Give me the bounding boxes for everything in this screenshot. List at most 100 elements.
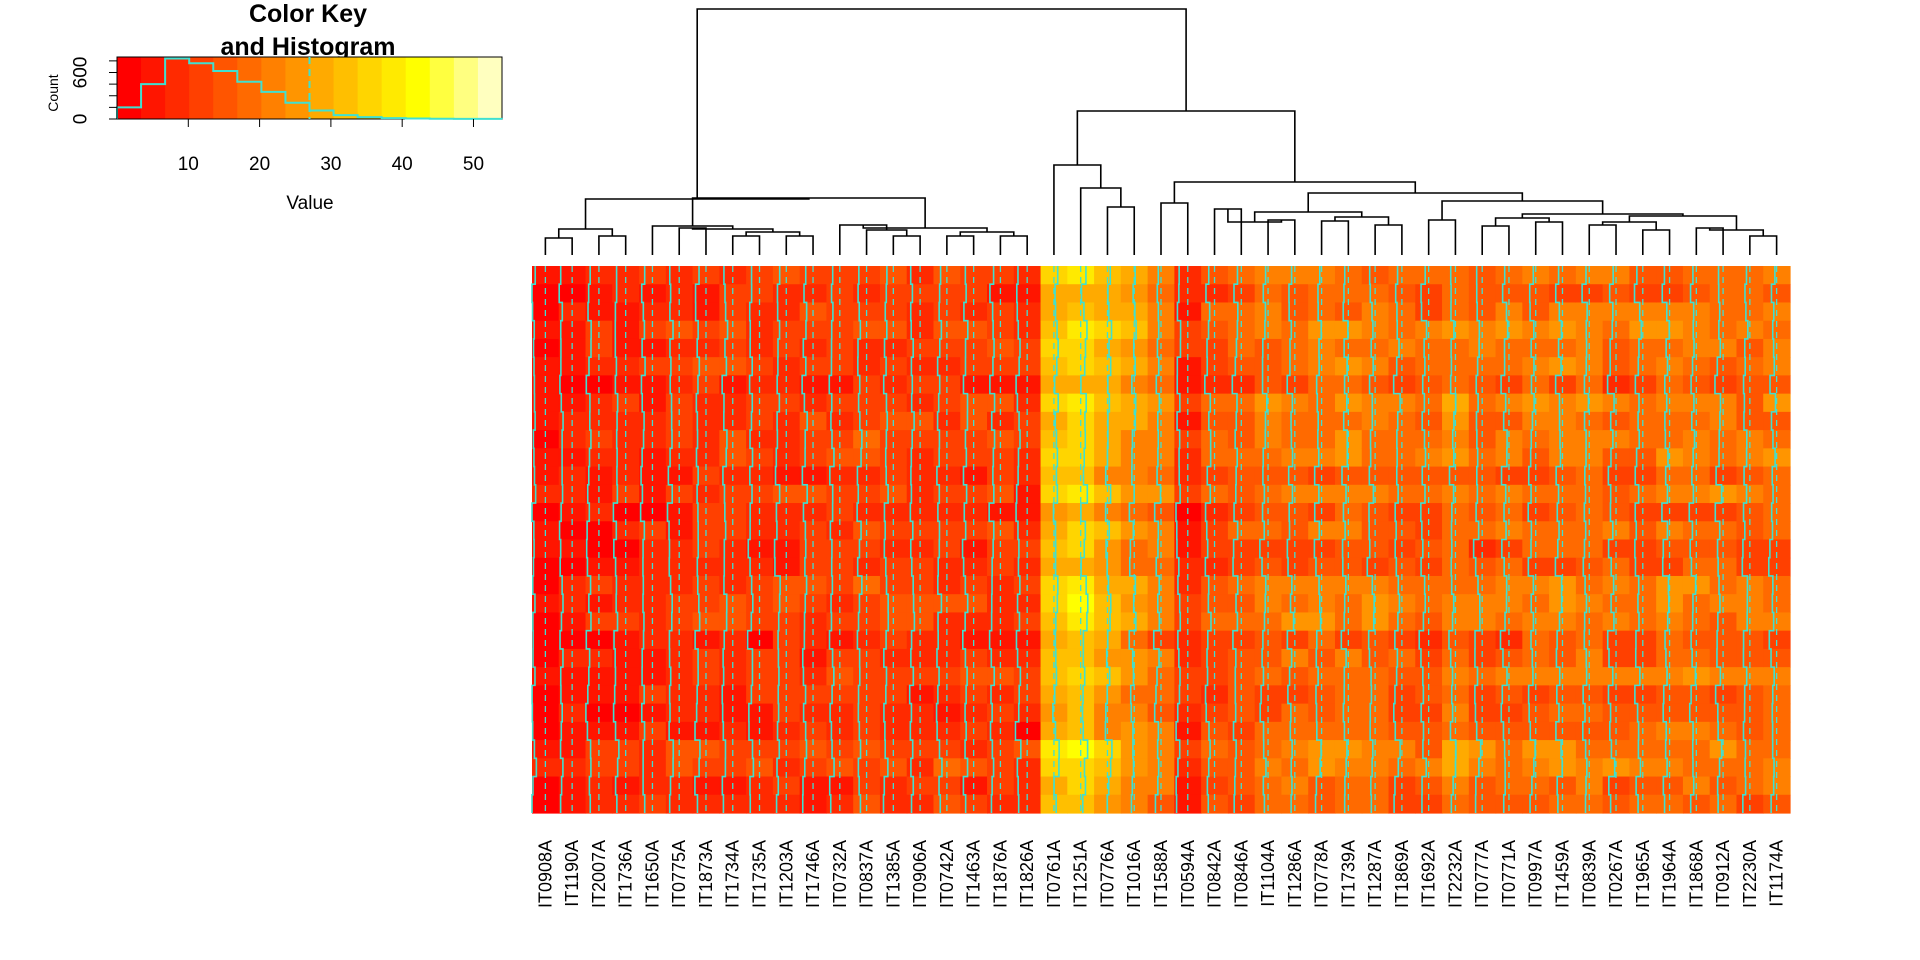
heatmap-cell (799, 594, 828, 614)
heatmap-cell (1468, 539, 1497, 559)
heatmap-cell (879, 484, 908, 504)
heatmap-cell (1709, 703, 1738, 723)
heatmap-cell (1040, 740, 1068, 759)
column-trace (1080, 266, 1089, 813)
heatmap-cell (1334, 794, 1363, 814)
heatmap-cell (1094, 740, 1122, 759)
heatmap-cell (1522, 539, 1550, 559)
heatmap-cell (1281, 430, 1309, 449)
heatmap-cell (1602, 794, 1631, 814)
color-key-x-tick-label: 50 (463, 154, 484, 175)
column-trace (1448, 266, 1457, 813)
color-key-swatch (309, 57, 335, 119)
heatmap-cell (987, 375, 1015, 395)
column-trace (1259, 266, 1268, 813)
heatmap-cell (1575, 758, 1604, 778)
heatmap-cell (1361, 484, 1390, 504)
heatmap-cell (532, 539, 560, 559)
heatmap-cell (1308, 648, 1336, 668)
heatmap-cell (933, 539, 961, 559)
color-key-xlabel: Value (286, 193, 333, 214)
heatmap-cell (558, 794, 587, 814)
color-key: Color Key and Histogram 10 20 30 40 50 0600 … (45, 0, 503, 214)
heatmap-cell (1040, 594, 1068, 614)
heatmap-cell (1254, 320, 1283, 340)
dendrogram-branch (892, 235, 921, 255)
heatmap-cell (558, 648, 587, 668)
heatmap-cell (719, 375, 747, 395)
heatmap-cell (532, 594, 560, 614)
heatmap-cell (906, 539, 935, 559)
heatmap-cell (1522, 430, 1550, 449)
heatmap-cell (1415, 484, 1443, 504)
heatmap-cell (532, 375, 560, 395)
heatmap-cell (1442, 375, 1470, 395)
column-trace (882, 266, 890, 813)
column-label: IT0842A (1205, 840, 1225, 908)
column-label: IT0777A (1472, 840, 1492, 908)
heatmap-cell (1549, 703, 1577, 723)
heatmap-cell (746, 430, 774, 449)
heatmap-cell (1094, 484, 1122, 504)
heatmap-cell (1602, 266, 1631, 285)
heatmap-cell (960, 430, 988, 449)
heatmap-cell (746, 539, 774, 559)
heatmap-cell (1388, 375, 1416, 395)
heatmap-cell (1495, 484, 1523, 504)
heatmap-cell (1495, 594, 1523, 614)
heatmap-cell (746, 320, 774, 340)
heatmap-cell (1575, 266, 1604, 285)
column-trace (585, 266, 592, 813)
heatmap-cell (1174, 539, 1202, 559)
heatmap-cell (1468, 758, 1497, 778)
heatmap-cell (1067, 758, 1095, 778)
trace-lines (531, 266, 1778, 813)
column-label: IT1016A (1124, 840, 1144, 908)
heatmap-cell (1094, 266, 1122, 285)
dendrogram-branch (678, 227, 707, 255)
heatmap-cell (585, 594, 613, 614)
heatmap-cell (1040, 648, 1068, 668)
heatmap-cell (853, 703, 881, 723)
column-label: IT0776A (1097, 840, 1117, 908)
heatmap-cell (1147, 266, 1175, 285)
heatmap-cell (1281, 539, 1309, 559)
heatmap-cell (1736, 703, 1764, 723)
column-trace (746, 266, 755, 813)
heatmap-cell (746, 794, 774, 814)
heatmap-cell (1094, 703, 1122, 723)
heatmap-cell (1308, 484, 1336, 504)
column-label: IT1868A (1686, 840, 1706, 908)
heatmap-cell (1415, 594, 1443, 614)
heatmap-cell (1094, 594, 1122, 614)
dendrogram-branch (1601, 221, 1657, 230)
heatmap-cell (1120, 685, 1149, 705)
heatmap-cell (826, 539, 854, 559)
heatmap-cell (1495, 703, 1523, 723)
column-trace (988, 266, 996, 813)
heatmap-cell (772, 758, 801, 778)
heatmap-cell (1361, 266, 1390, 285)
heatmap-cell (1388, 266, 1416, 285)
heatmap-cell (1388, 430, 1416, 449)
heatmap-cell (1281, 794, 1309, 814)
heatmap-cell (1442, 648, 1470, 668)
column-trace (1392, 266, 1401, 813)
color-key-swatch (117, 57, 142, 119)
heatmap-cell (1174, 648, 1202, 668)
heatmap-cell (1522, 648, 1550, 668)
heatmap-cell (1763, 703, 1791, 723)
column-label: IT1459A (1552, 840, 1572, 908)
heatmap-cell (1120, 594, 1149, 614)
heatmap-cell (1602, 703, 1631, 723)
color-key-x-axis: 10 20 30 40 50 (178, 119, 484, 175)
heatmap-cell (933, 758, 961, 778)
heatmap-cell (1334, 430, 1363, 449)
column-trace (1128, 266, 1137, 813)
column-trace (773, 266, 781, 813)
column-label: IT1692A (1419, 840, 1439, 908)
heatmap-cell (772, 703, 801, 723)
heatmap-cell (1147, 685, 1175, 705)
heatmap-cell (1522, 484, 1550, 504)
